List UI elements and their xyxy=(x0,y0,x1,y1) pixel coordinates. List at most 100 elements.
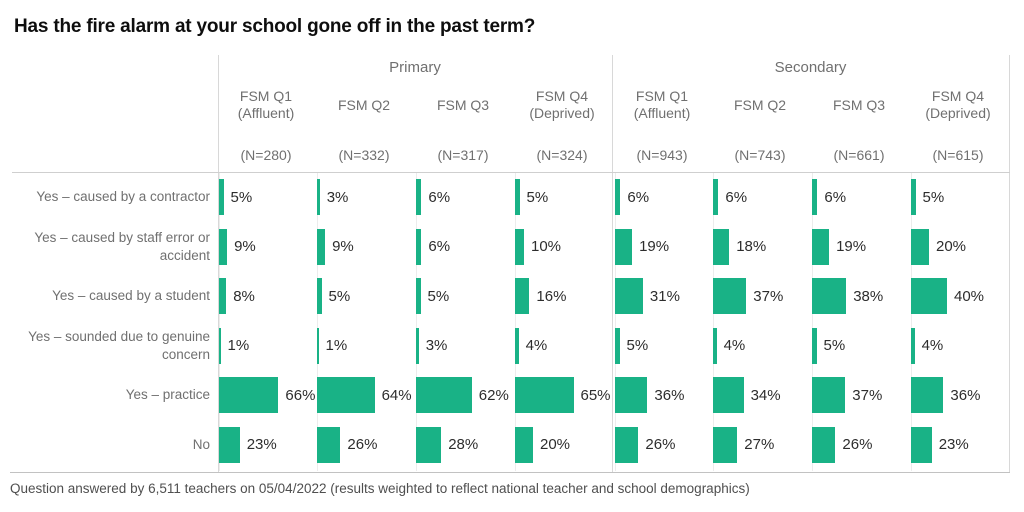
bar-value-label: 36% xyxy=(654,386,685,404)
row-label: Yes – practice xyxy=(125,387,210,403)
column-sample-size: (N=324) xyxy=(536,147,588,163)
bar xyxy=(317,377,375,414)
row-label: Yes – caused by a contractor xyxy=(36,189,210,205)
column-sample-size: (N=943) xyxy=(636,147,688,163)
group-divider-line xyxy=(612,55,613,472)
row-label: No xyxy=(192,436,210,452)
bar-value-label: 1% xyxy=(325,337,348,355)
group-divider-line xyxy=(1009,55,1010,472)
bar xyxy=(615,327,620,364)
bar xyxy=(515,377,574,414)
bar-value-label: 36% xyxy=(950,386,981,404)
bar-value-label: 65% xyxy=(580,386,611,404)
bar-value-label: 19% xyxy=(639,238,670,256)
bar-value-label: 5% xyxy=(526,188,549,206)
bar xyxy=(219,179,224,216)
bar-value-label: 9% xyxy=(332,238,354,256)
column-guide-line xyxy=(713,172,714,471)
bar xyxy=(911,278,947,315)
chart-title: Has the fire alarm at your school gone o… xyxy=(14,16,536,37)
bar-value-label: 6% xyxy=(627,188,650,206)
bar-value-label: 6% xyxy=(725,188,748,206)
column-guide-line xyxy=(515,172,516,471)
bar-value-label: 4% xyxy=(921,337,944,355)
bar-value-label: 40% xyxy=(954,287,985,305)
column-header: FSM Q3 xyxy=(436,96,490,113)
bar xyxy=(615,377,648,414)
column-header: FSM Q3 xyxy=(832,96,886,113)
footer-separator-line xyxy=(10,472,1010,473)
column-header: FSM Q4 (Deprived) xyxy=(925,88,991,121)
bar xyxy=(615,278,643,315)
bar-value-label: 37% xyxy=(852,386,883,404)
bar xyxy=(416,426,442,463)
bar xyxy=(416,278,421,315)
bar xyxy=(713,179,719,216)
bar-value-label: 3% xyxy=(425,337,448,355)
bar-value-label: 28% xyxy=(448,436,479,454)
bar-value-label: 16% xyxy=(536,287,567,305)
bar-value-label: 6% xyxy=(428,188,451,206)
bar xyxy=(515,327,519,364)
column-guide-line xyxy=(615,172,616,471)
column-group-label: Secondary xyxy=(774,59,847,76)
bar-value-label: 37% xyxy=(753,287,784,305)
column-sample-size: (N=661) xyxy=(833,147,885,163)
bar xyxy=(713,278,747,315)
bar-value-label: 3% xyxy=(326,188,349,206)
bar-value-label: 4% xyxy=(525,337,548,355)
bar xyxy=(911,179,916,216)
bar-value-label: 9% xyxy=(234,238,256,256)
bar-value-label: 38% xyxy=(853,287,884,305)
bar xyxy=(812,228,830,265)
bar xyxy=(812,327,817,364)
bar-value-label: 19% xyxy=(836,238,867,256)
bar xyxy=(219,278,227,315)
column-guide-line xyxy=(812,172,813,471)
bar-value-label: 1% xyxy=(227,337,250,355)
bar xyxy=(219,377,279,414)
bar-value-label: 10% xyxy=(531,238,562,256)
bar xyxy=(812,377,846,414)
column-header: FSM Q1 (Affluent) xyxy=(633,88,691,121)
bar-value-label: 34% xyxy=(750,386,781,404)
bar xyxy=(615,426,639,463)
bar xyxy=(911,377,944,414)
column-sample-size: (N=280) xyxy=(240,147,292,163)
bar-value-label: 5% xyxy=(823,337,846,355)
bar xyxy=(515,179,520,216)
bar-value-label: 26% xyxy=(645,436,676,454)
bar xyxy=(416,228,422,265)
row-label: Yes – caused by a student xyxy=(52,288,210,304)
bar xyxy=(713,228,730,265)
bar-value-label: 26% xyxy=(347,436,378,454)
bar xyxy=(317,327,319,364)
bar-value-label: 18% xyxy=(736,238,767,256)
bar-value-label: 8% xyxy=(233,287,255,305)
column-guide-line xyxy=(219,172,220,471)
column-guide-line xyxy=(416,172,417,471)
column-header: FSM Q1 (Affluent) xyxy=(237,88,295,121)
bar-value-label: 5% xyxy=(230,188,253,206)
bar xyxy=(515,426,533,463)
bar xyxy=(317,179,320,216)
bar-value-label: 23% xyxy=(938,436,969,454)
bar-value-label: 27% xyxy=(744,436,775,454)
bar xyxy=(911,426,932,463)
bar-value-label: 66% xyxy=(285,386,316,404)
header-separator-line xyxy=(12,172,1010,173)
column-guide-line xyxy=(317,172,318,471)
bar xyxy=(219,426,240,463)
column-sample-size: (N=317) xyxy=(437,147,489,163)
bar xyxy=(515,278,530,315)
bar xyxy=(713,377,744,414)
bar-value-label: 6% xyxy=(428,238,451,256)
bar-value-label: 20% xyxy=(936,238,967,256)
bar xyxy=(713,327,717,364)
bar-value-label: 5% xyxy=(626,337,649,355)
bar-value-label: 6% xyxy=(824,188,847,206)
bar-value-label: 26% xyxy=(842,436,873,454)
bar xyxy=(911,327,915,364)
bar xyxy=(416,327,419,364)
